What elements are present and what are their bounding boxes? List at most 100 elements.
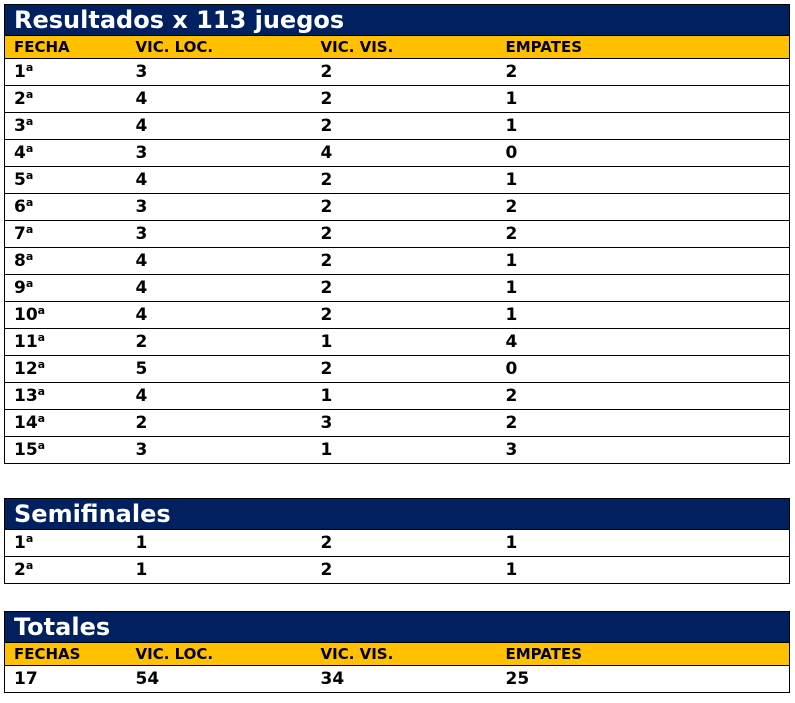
empates-cell: 1 bbox=[496, 247, 791, 275]
fecha-number: 9 bbox=[14, 278, 26, 298]
col-header-fechas: FECHAS bbox=[4, 642, 127, 666]
fecha-number: 2 bbox=[14, 89, 26, 109]
ordinal-suffix: a bbox=[25, 532, 34, 545]
total-fechas: 17 bbox=[4, 665, 127, 693]
vic-vis-cell: 2 bbox=[311, 193, 497, 221]
fecha-cell: 10a bbox=[4, 301, 127, 329]
col-header-vic-vis: VIC. VIS. bbox=[311, 35, 497, 59]
vic-vis-cell: 1 bbox=[311, 436, 497, 464]
empates-cell: 1 bbox=[496, 301, 791, 329]
fecha-cell: 5a bbox=[4, 166, 127, 194]
ordinal-suffix: a bbox=[25, 250, 34, 263]
empates-cell: 1 bbox=[496, 166, 791, 194]
fecha-cell: 15a bbox=[4, 436, 127, 464]
fecha-number: 2 bbox=[14, 560, 26, 580]
ordinal-suffix: a bbox=[25, 196, 34, 209]
table-row: 10a 4 2 1 bbox=[4, 301, 791, 329]
fecha-cell: 12a bbox=[4, 355, 127, 383]
vic-vis-cell: 2 bbox=[311, 112, 497, 140]
fecha-cell: 2a bbox=[4, 85, 127, 113]
fecha-cell: 4a bbox=[4, 139, 127, 167]
vic-vis-cell: 2 bbox=[311, 220, 497, 248]
table-row: 13a 4 1 2 bbox=[4, 382, 791, 410]
table-row: 5a 4 2 1 bbox=[4, 166, 791, 194]
vic-loc-cell: 3 bbox=[126, 220, 312, 248]
fecha-number: 8 bbox=[14, 251, 26, 271]
table-row: 7a 3 2 2 bbox=[4, 220, 791, 248]
vic-loc-cell: 4 bbox=[126, 301, 312, 329]
table-row: 6a 3 2 2 bbox=[4, 193, 791, 221]
fecha-cell: 7a bbox=[4, 220, 127, 248]
fecha-number: 13 bbox=[14, 386, 38, 406]
empates-cell: 1 bbox=[496, 85, 791, 113]
ordinal-suffix: a bbox=[25, 115, 34, 128]
semifinals-title: Semifinales bbox=[3, 498, 791, 530]
totals-header-row: FECHAS VIC. LOC. VIC. VIS. EMPATES bbox=[4, 642, 791, 666]
table-row: 15a 3 1 3 bbox=[4, 436, 791, 464]
empates-cell: 2 bbox=[496, 409, 791, 437]
col-header-empates: EMPATES bbox=[496, 642, 791, 666]
ordinal-suffix: a bbox=[37, 412, 46, 425]
totals-row: 17 54 34 25 bbox=[4, 665, 791, 693]
vic-loc-cell: 4 bbox=[126, 166, 312, 194]
vic-vis-cell: 2 bbox=[311, 166, 497, 194]
vic-loc-cell: 4 bbox=[126, 112, 312, 140]
ordinal-suffix: a bbox=[25, 88, 34, 101]
vic-vis-cell: 2 bbox=[311, 85, 497, 113]
vic-vis-cell: 2 bbox=[311, 58, 497, 86]
table-row: 1a 3 2 2 bbox=[4, 58, 791, 86]
fecha-cell: 11a bbox=[4, 328, 127, 356]
fecha-number: 4 bbox=[14, 143, 26, 163]
vic-loc-cell: 2 bbox=[126, 409, 312, 437]
table-row: 4a 3 4 0 bbox=[4, 139, 791, 167]
empates-cell: 2 bbox=[496, 193, 791, 221]
vic-vis-cell: 2 bbox=[311, 274, 497, 302]
fecha-number: 5 bbox=[14, 170, 26, 190]
empates-cell: 2 bbox=[496, 382, 791, 410]
fecha-number: 7 bbox=[14, 224, 26, 244]
vic-loc-cell: 2 bbox=[126, 328, 312, 356]
fecha-number: 3 bbox=[14, 116, 26, 136]
ordinal-suffix: a bbox=[25, 559, 34, 572]
ordinal-suffix: a bbox=[37, 385, 46, 398]
total-vic-vis: 34 bbox=[311, 665, 497, 693]
empates-cell: 1 bbox=[496, 529, 791, 557]
fecha-cell: 6a bbox=[4, 193, 127, 221]
col-header-vic-loc: VIC. LOC. bbox=[126, 642, 312, 666]
vic-loc-cell: 4 bbox=[126, 382, 312, 410]
vic-vis-cell: 2 bbox=[311, 355, 497, 383]
fecha-cell: 3a bbox=[4, 112, 127, 140]
vic-loc-cell: 3 bbox=[126, 193, 312, 221]
fecha-number: 11 bbox=[14, 332, 38, 352]
fecha-number: 1 bbox=[14, 62, 26, 82]
fecha-cell: 2a bbox=[4, 556, 127, 584]
totals-table: Totales FECHAS VIC. LOC. VIC. VIS. EMPAT… bbox=[3, 611, 791, 693]
fecha-number: 6 bbox=[14, 197, 26, 217]
results-title: Resultados x 113 juegos bbox=[3, 4, 791, 36]
vic-vis-cell: 2 bbox=[311, 301, 497, 329]
table-row: 1a 1 2 1 bbox=[4, 529, 791, 557]
results-table: Resultados x 113 juegos FECHA VIC. LOC. … bbox=[3, 4, 791, 464]
table-row: 14a 2 3 2 bbox=[4, 409, 791, 437]
vic-vis-cell: 3 bbox=[311, 409, 497, 437]
vic-vis-cell: 4 bbox=[311, 139, 497, 167]
empates-cell: 2 bbox=[496, 220, 791, 248]
vic-loc-cell: 4 bbox=[126, 85, 312, 113]
table-row: 2a 4 2 1 bbox=[4, 85, 791, 113]
vic-loc-cell: 5 bbox=[126, 355, 312, 383]
table-row: 8a 4 2 1 bbox=[4, 247, 791, 275]
fecha-cell: 1a bbox=[4, 529, 127, 557]
ordinal-suffix: a bbox=[25, 142, 34, 155]
vic-loc-cell: 1 bbox=[126, 529, 312, 557]
vic-vis-cell: 1 bbox=[311, 382, 497, 410]
ordinal-suffix: a bbox=[25, 169, 34, 182]
results-header-row: FECHA VIC. LOC. VIC. VIS. EMPATES bbox=[4, 35, 791, 59]
fecha-number: 1 bbox=[14, 533, 26, 553]
ordinal-suffix: a bbox=[37, 304, 46, 317]
ordinal-suffix: a bbox=[25, 61, 34, 74]
fecha-number: 14 bbox=[14, 413, 38, 433]
table-row: 2a 1 2 1 bbox=[4, 556, 791, 584]
semifinals-table: Semifinales 1a 1 2 1 2a 1 2 1 bbox=[3, 498, 791, 584]
vic-loc-cell: 3 bbox=[126, 436, 312, 464]
ordinal-suffix: a bbox=[25, 277, 34, 290]
